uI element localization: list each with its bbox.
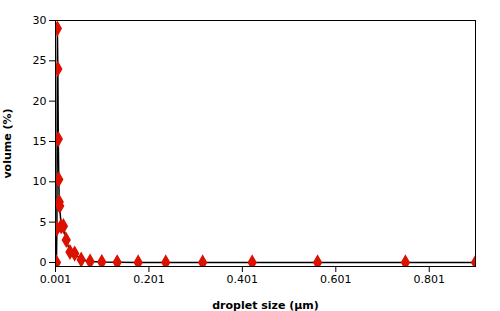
svg-text:0.201: 0.201 xyxy=(133,273,165,286)
svg-text:20: 20 xyxy=(33,95,47,108)
svg-text:10: 10 xyxy=(33,175,47,188)
svg-text:25: 25 xyxy=(33,54,47,67)
svg-text:volume (%): volume (%) xyxy=(1,108,14,178)
svg-text:0.801: 0.801 xyxy=(413,273,445,286)
svg-text:30: 30 xyxy=(33,14,47,27)
svg-text:5: 5 xyxy=(40,216,47,229)
svg-text:0.601: 0.601 xyxy=(320,273,352,286)
svg-text:0.401: 0.401 xyxy=(227,273,259,286)
svg-text:15: 15 xyxy=(33,135,47,148)
svg-text:0.001: 0.001 xyxy=(40,273,72,286)
svg-text:0: 0 xyxy=(40,256,47,269)
svg-text:droplet size (μm): droplet size (μm) xyxy=(212,299,319,311)
